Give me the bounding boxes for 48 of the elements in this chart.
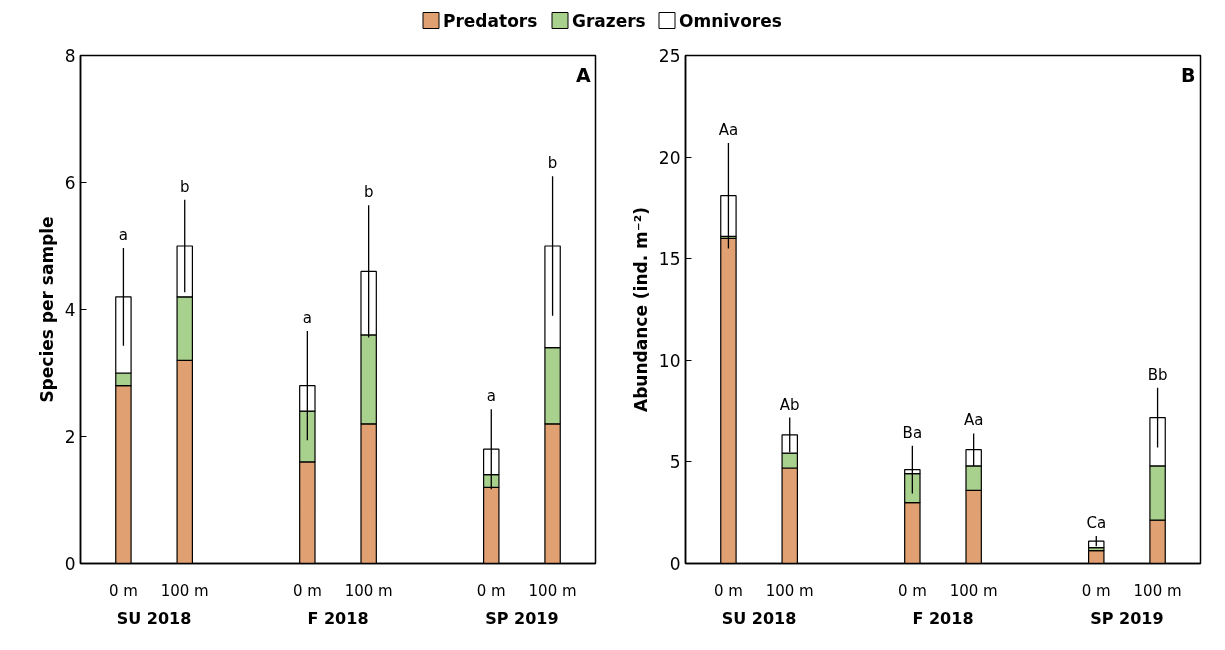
annotation: b	[179, 177, 190, 196]
y-tick-label: 25	[658, 46, 681, 66]
annotation: Ca	[1086, 514, 1107, 533]
annotation: Aa	[963, 411, 984, 430]
annotation: a	[486, 387, 496, 406]
x-tick-label: 100 m	[528, 581, 577, 600]
y-tick-label: 0	[64, 554, 76, 574]
text: SU 2018	[721, 608, 797, 628]
y-tick-label: 20	[658, 147, 681, 168]
y-tick-label: 6	[64, 173, 76, 193]
annotation: b	[547, 154, 558, 173]
y-axis-title: Abundance (ind. m⁻²)	[630, 207, 651, 412]
y-tick-label: 0	[669, 554, 681, 574]
text: F 2018	[307, 608, 369, 628]
chart-title: A	[575, 63, 591, 86]
text: SP 2019	[1090, 608, 1164, 628]
text: F 2018	[912, 608, 974, 628]
annotation: Ab	[779, 395, 800, 414]
x-tick-label: 0 m	[1081, 581, 1111, 600]
annotation: a	[118, 225, 129, 244]
y-tick-label: 5	[669, 452, 681, 473]
y-axis-title: Species per sample	[36, 216, 57, 403]
legend-label: Grazers	[572, 10, 646, 31]
text: SP 2019	[485, 608, 559, 628]
y-tick-label: 15	[658, 249, 681, 270]
x-tick-label: 100 m	[344, 581, 393, 600]
x-tick-label: 100 m	[765, 581, 814, 600]
y-tick-label: 10	[658, 350, 681, 371]
x-tick-label: 100 m	[949, 581, 998, 600]
legend-label: Omnivores	[679, 10, 782, 31]
legend-label: Predators	[443, 10, 538, 31]
annotation: Bb	[1147, 365, 1168, 384]
x-tick-label: 0 m	[476, 581, 506, 600]
annotation: Aa	[718, 120, 739, 139]
y-tick-label: 8	[64, 46, 76, 66]
annotation: Ba	[902, 423, 923, 442]
text: SU 2018	[116, 608, 192, 628]
y-tick-label: 4	[64, 300, 76, 320]
x-tick-label: 100 m	[160, 581, 209, 600]
x-tick-label: 0 m	[897, 581, 927, 600]
annotation: b	[363, 183, 374, 202]
annotation: a	[302, 309, 312, 328]
x-tick-label: 0 m	[108, 581, 138, 600]
x-tick-label: 0 m	[292, 581, 322, 600]
chart-title: B	[1181, 63, 1196, 86]
x-tick-label: 100 m	[1133, 581, 1182, 600]
y-tick-label: 2	[64, 427, 76, 447]
x-tick-label: 0 m	[713, 581, 743, 600]
